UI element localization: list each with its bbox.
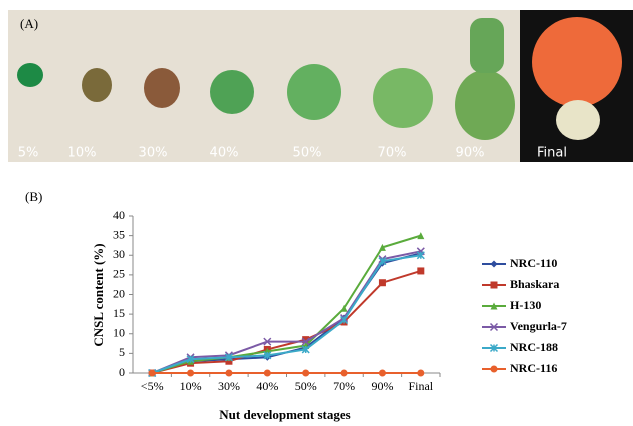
marker (491, 366, 498, 373)
y-tick-label: 10 (113, 326, 125, 340)
x-tick-label: <5% (141, 379, 164, 393)
x-tick-label: Final (408, 379, 433, 393)
y-tick-label: 30 (113, 247, 125, 261)
legend-label: H-130 (510, 298, 541, 312)
x-tick-label: 70% (333, 379, 355, 393)
marker (225, 370, 232, 377)
marker (302, 370, 309, 377)
marker (379, 279, 386, 286)
x-tick-label: 50% (295, 379, 317, 393)
nut (82, 68, 112, 102)
x-tick-label: 10% (180, 379, 202, 393)
photo: (A) (8, 10, 633, 162)
stage-label: 10% (68, 146, 97, 161)
marker (264, 370, 271, 377)
page: (A) (B) Nut development stages CNSL cont… (0, 0, 633, 426)
x-tick-label: 40% (256, 379, 278, 393)
nut (144, 68, 180, 108)
stage-label: 50% (293, 146, 322, 161)
y-tick-label: 20 (113, 286, 125, 300)
marker (417, 370, 424, 377)
x-axis-title: Nut development stages (219, 407, 350, 422)
panel-label: (B) (25, 189, 42, 204)
stage-label: 40% (210, 146, 239, 161)
nut (556, 100, 600, 140)
marker (149, 370, 156, 377)
marker (491, 282, 498, 289)
stage-label: 30% (139, 146, 168, 161)
x-tick-label: 90% (371, 379, 393, 393)
nut (287, 64, 341, 120)
stage-label: Final (537, 146, 567, 161)
legend-label: Vengurla-7 (510, 319, 567, 333)
marker (341, 370, 348, 377)
marker (417, 267, 424, 274)
nut (455, 70, 515, 140)
panel-label: (A) (20, 16, 38, 31)
x-tick-label: 30% (218, 379, 240, 393)
y-tick-label: 40 (113, 208, 125, 222)
y-tick-label: 5 (119, 345, 125, 359)
stage-label: 5% (18, 146, 39, 161)
nut (470, 18, 504, 73)
stage-label: 90% (456, 146, 485, 161)
legend-label: NRC-188 (510, 340, 558, 354)
marker (187, 370, 194, 377)
marker (491, 261, 498, 268)
y-tick-label: 25 (113, 267, 125, 281)
legend-label: NRC-116 (510, 361, 557, 375)
nut (373, 68, 433, 128)
stage-label: 70% (378, 146, 407, 161)
figure: (A) (B) Nut development stages CNSL cont… (0, 0, 633, 426)
y-axis-title: CNSL content (%) (91, 243, 106, 346)
y-tick-label: 15 (113, 306, 125, 320)
y-tick-label: 35 (113, 227, 125, 241)
marker (379, 370, 386, 377)
legend-label: NRC-110 (510, 256, 557, 270)
apple (532, 17, 622, 107)
legend-label: Bhaskara (510, 277, 559, 291)
nut (210, 70, 254, 114)
y-tick-label: 0 (119, 365, 125, 379)
nut (17, 63, 43, 87)
